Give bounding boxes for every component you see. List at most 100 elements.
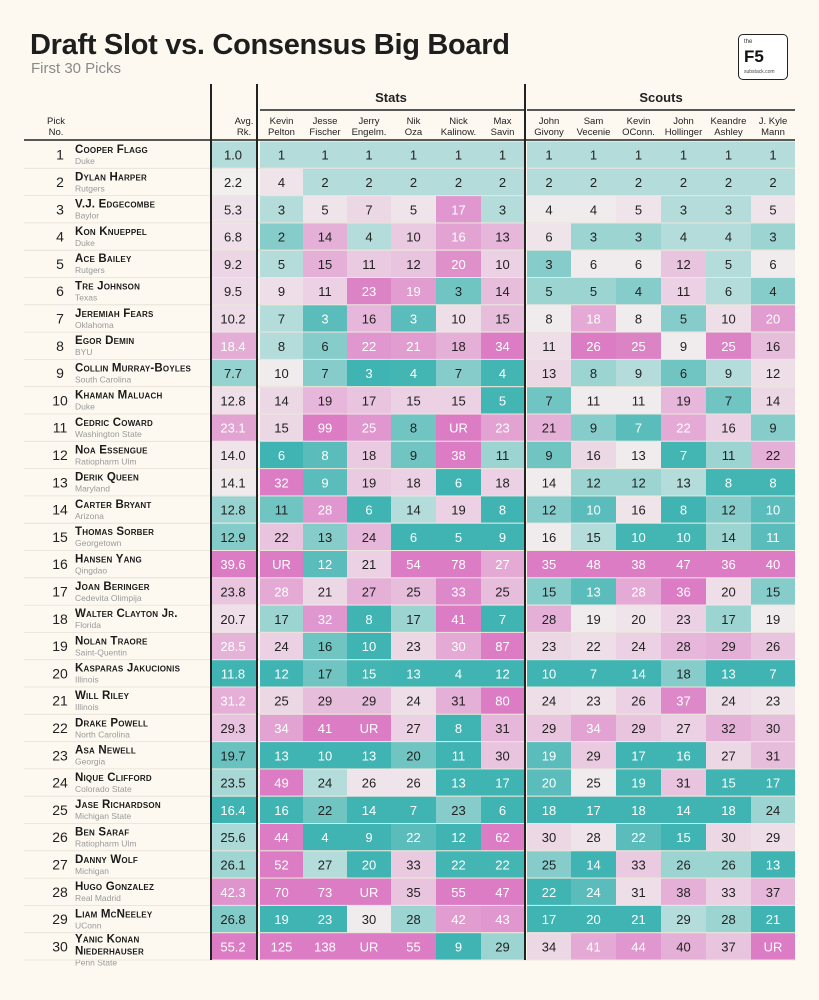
scouts-rank-value: 10	[676, 530, 690, 545]
scouts-rank-value: 31	[676, 776, 690, 791]
scouts-rank-cell	[527, 141, 571, 168]
stats-rank-cell	[303, 523, 347, 550]
stats-rank-cell	[303, 469, 347, 496]
stats-rank-value: 15	[318, 257, 332, 272]
avg-rank-cell	[212, 441, 256, 469]
stats-rank-cell	[347, 387, 391, 414]
avg-rank-cell	[212, 905, 256, 933]
group-header-scouts: Scouts	[639, 90, 682, 105]
scouts-rank-cell	[751, 660, 795, 687]
stats-rank-cell	[347, 605, 391, 632]
stats-rank-value: 38	[451, 448, 465, 463]
stats-rank-cell	[436, 687, 481, 714]
stats-rank-value: 24	[406, 694, 420, 709]
player-school: UConn	[75, 920, 102, 930]
scouts-rank-value: 10	[721, 311, 735, 326]
player-school: Michigan State	[75, 811, 131, 821]
stats-rank-value: 3	[321, 311, 328, 326]
stats-rank-value: 25	[362, 421, 376, 436]
scouts-rank-value: 37	[721, 939, 735, 954]
stats-rank-value: 17	[274, 612, 288, 627]
stats-rank-cell	[260, 933, 303, 960]
player-school: North Carolina	[75, 729, 130, 739]
stats-rank-cell	[391, 687, 436, 714]
scouts-rank-cell	[571, 632, 616, 660]
player-school: Illinois	[75, 675, 99, 685]
stats-rank-value: 13	[406, 666, 420, 681]
stats-rank-cell	[347, 359, 391, 387]
stats-rank-cell	[303, 141, 347, 168]
stats-rank-cell	[303, 742, 347, 769]
stats-rank-cell	[391, 769, 436, 796]
stats-rank-cell	[391, 933, 436, 960]
header-scout-3-line-2: OConn.	[622, 127, 655, 138]
scouts-rank-value: 16	[766, 339, 780, 354]
stats-rank-cell	[391, 250, 436, 277]
scouts-rank-value: 27	[676, 721, 690, 736]
stats-rank-value: 9	[455, 939, 462, 954]
stats-rank-value: 9	[278, 284, 285, 299]
scouts-rank-value: 33	[631, 857, 645, 872]
stats-rank-value: 52	[274, 857, 288, 872]
stats-rank-cell	[436, 278, 481, 305]
stats-rank-value: 11	[362, 257, 376, 272]
stats-rank-value: 55	[406, 939, 420, 954]
scouts-rank-cell	[751, 168, 795, 196]
stats-rank-value: 16	[362, 311, 376, 326]
scouts-rank-cell	[571, 905, 616, 933]
scouts-rank-cell	[527, 469, 571, 496]
scouts-rank-value: 19	[766, 612, 780, 627]
scouts-rank-cell	[571, 305, 616, 332]
stats-rank-cell	[391, 168, 436, 196]
player-name: Jeremiah Fears	[75, 308, 154, 320]
scouts-rank-value: 11	[632, 393, 646, 408]
stats-rank-cell	[303, 250, 347, 277]
scouts-rank-cell	[706, 851, 751, 878]
scouts-rank-value: 3	[680, 202, 687, 217]
avg-rank-cell	[212, 223, 256, 250]
scouts-rank-cell	[661, 332, 706, 359]
scouts-rank-value: 7	[545, 393, 552, 408]
stats-rank-value: 4	[410, 366, 417, 381]
scouts-rank-cell	[661, 905, 706, 933]
stats-rank-value: 12	[274, 666, 288, 681]
stats-rank-value: 4	[321, 830, 328, 845]
scouts-rank-cell	[527, 687, 571, 714]
scouts-rank-cell	[616, 305, 661, 332]
stats-rank-value: 41	[451, 612, 465, 627]
stats-rank-cell	[303, 196, 347, 223]
scouts-rank-cell	[616, 441, 661, 469]
stats-rank-cell	[347, 223, 391, 250]
stats-rank-value: 23	[406, 639, 420, 654]
stats-rank-cell	[481, 851, 524, 878]
scouts-rank-cell	[706, 551, 751, 578]
scouts-rank-cell	[661, 496, 706, 523]
scouts-rank-value: 29	[766, 830, 780, 845]
stats-rank-value: 25	[495, 584, 509, 599]
scouts-rank-value: 8	[635, 311, 642, 326]
player-name: Danny Wolf	[75, 854, 138, 866]
stats-rank-cell	[303, 496, 347, 523]
scouts-rank-value: 22	[676, 421, 690, 436]
avg-rank-value: 18.4	[220, 339, 245, 354]
stats-rank-value: 1	[321, 148, 328, 163]
stats-rank-value: 14	[495, 284, 509, 299]
scouts-rank-cell	[616, 141, 661, 168]
avg-rank-value: 6.8	[224, 230, 242, 245]
stats-rank-value: 19	[451, 503, 465, 518]
scouts-rank-cell	[616, 196, 661, 223]
scouts-rank-cell	[706, 933, 751, 960]
scouts-rank-value: 10	[631, 530, 645, 545]
scouts-rank-value: 14	[766, 393, 780, 408]
stats-rank-cell	[260, 905, 303, 933]
avg-rank-cell	[212, 578, 256, 605]
pick-number: 15	[52, 529, 68, 545]
scouts-rank-value: 26	[631, 694, 645, 709]
scouts-rank-value: 25	[542, 857, 556, 872]
scouts-rank-value: 33	[721, 885, 735, 900]
scouts-rank-cell	[661, 278, 706, 305]
stats-rank-cell	[303, 223, 347, 250]
stats-rank-value: 35	[406, 885, 420, 900]
scouts-rank-cell	[527, 250, 571, 277]
avg-rank-cell	[212, 714, 256, 742]
